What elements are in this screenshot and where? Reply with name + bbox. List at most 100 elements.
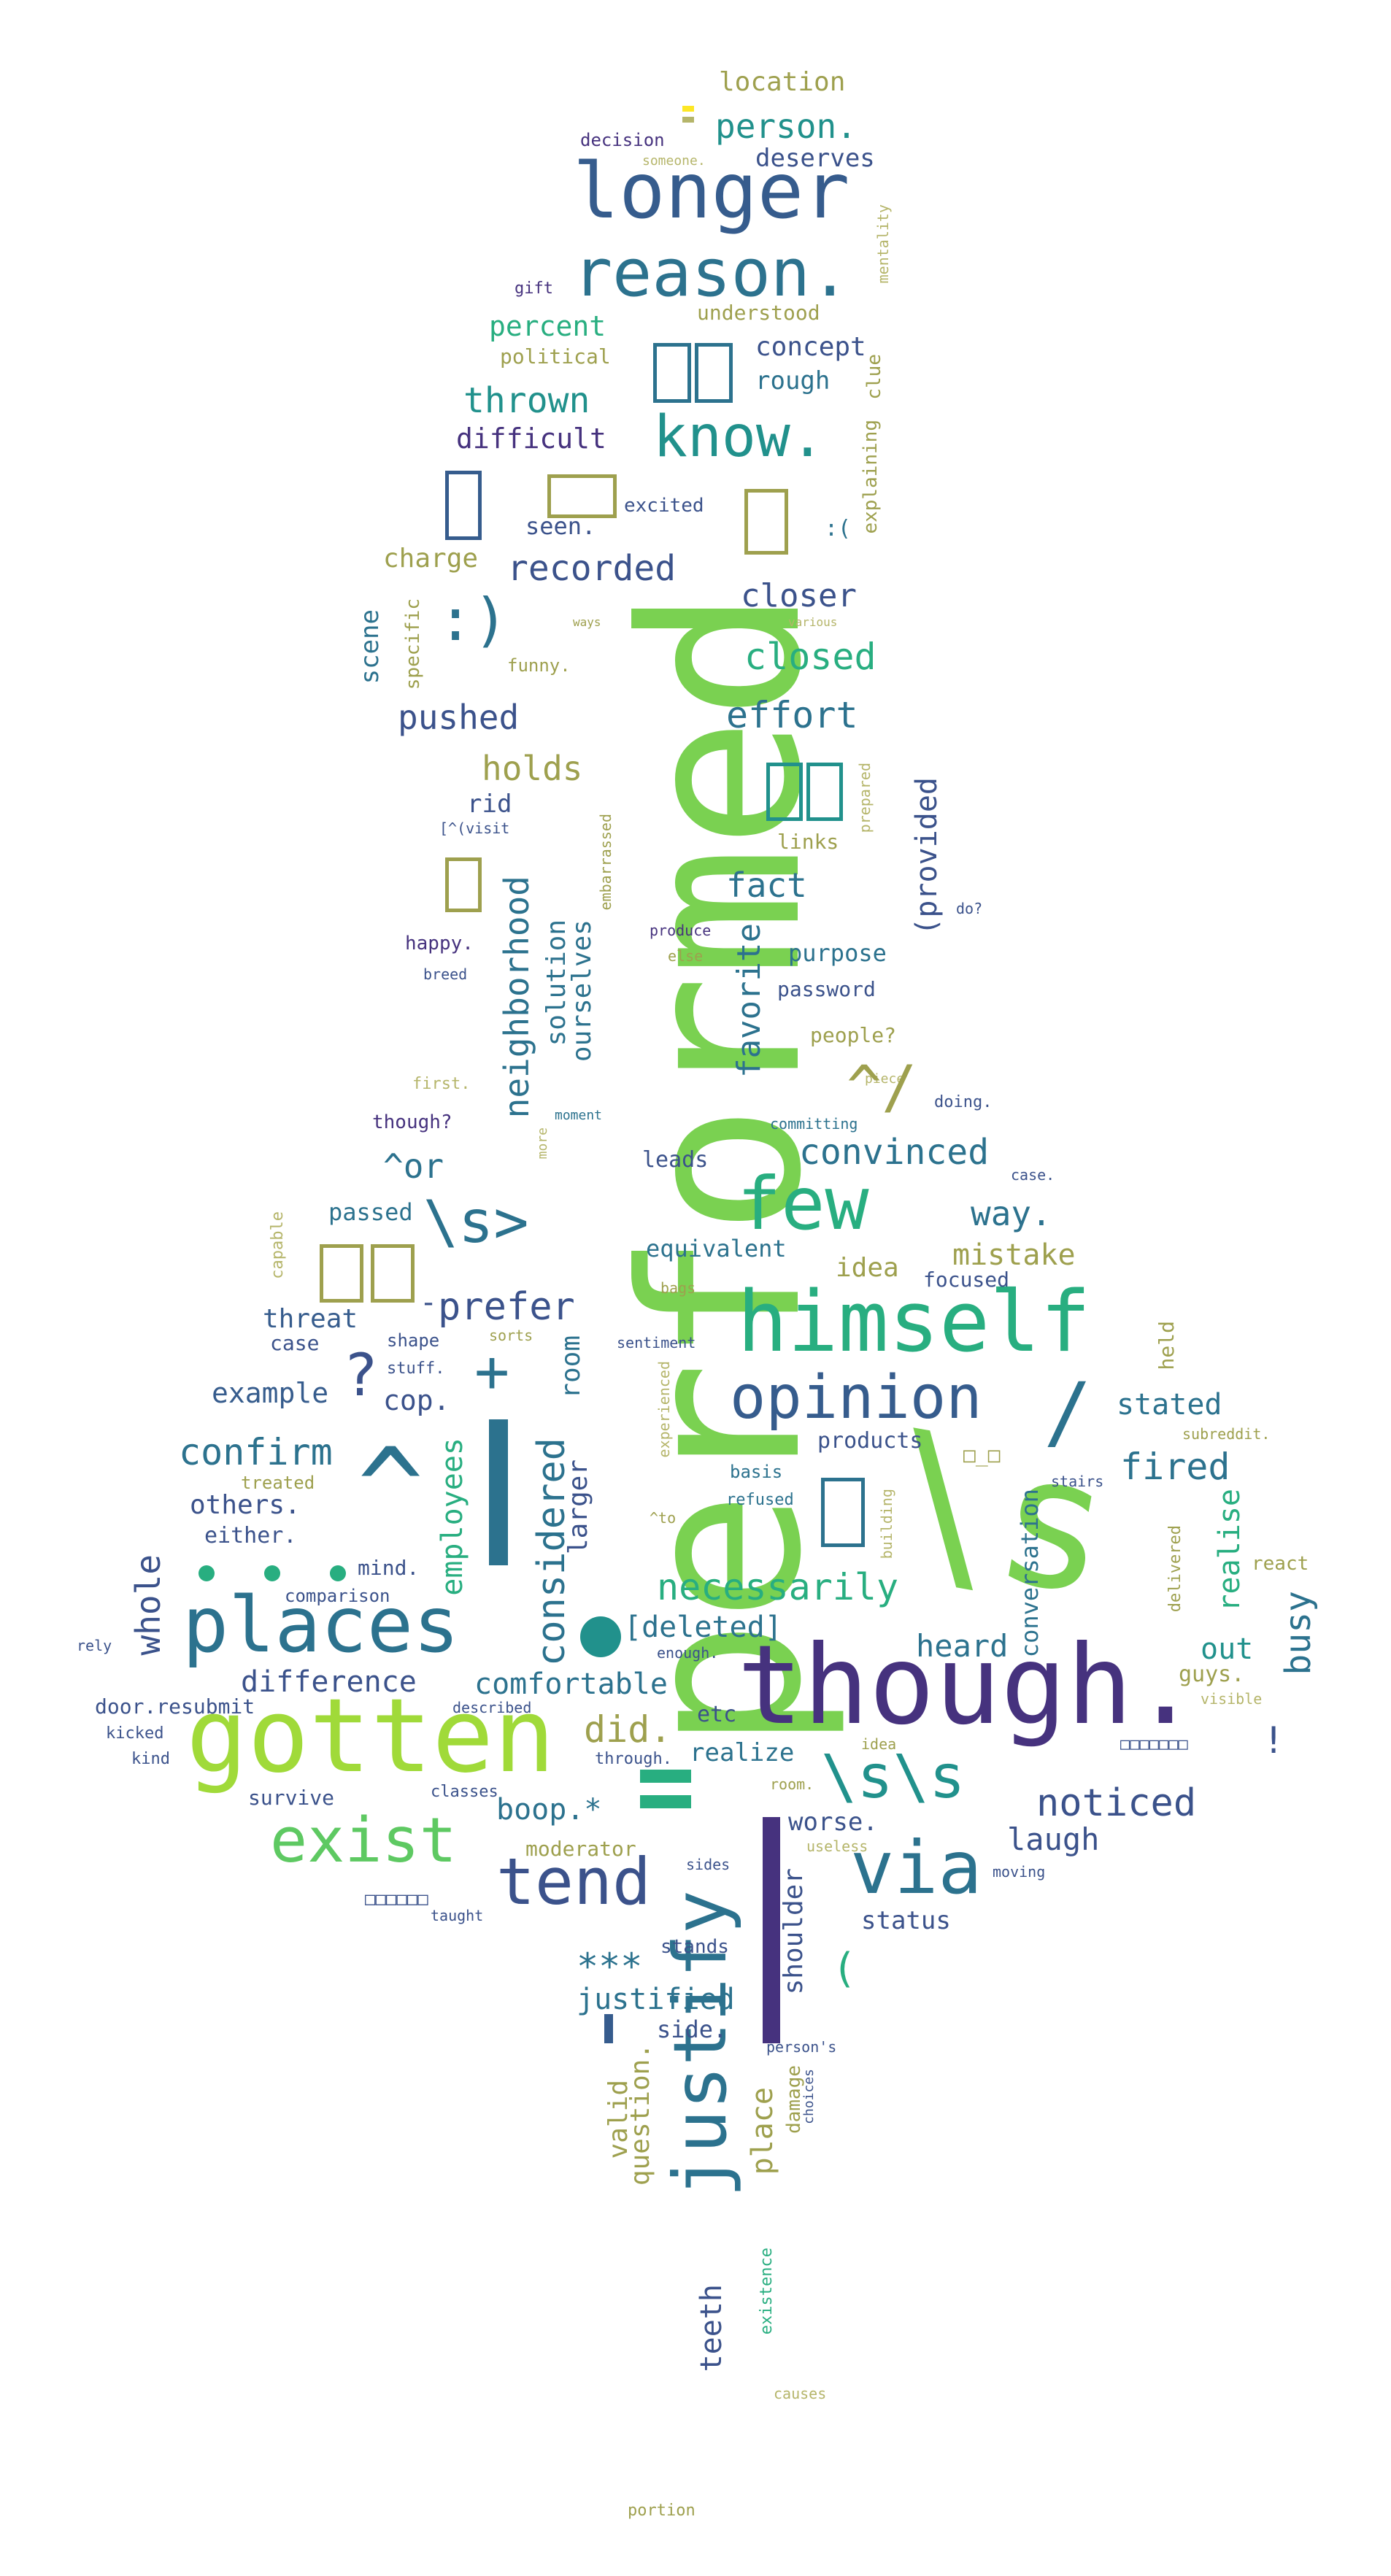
word-mistake: mistake bbox=[952, 1238, 1076, 1272]
bar-top-1 bbox=[682, 106, 694, 112]
word-way: way. bbox=[971, 1194, 1052, 1233]
word-portion: portion bbox=[628, 2502, 696, 2520]
word-rid: rid bbox=[467, 790, 512, 819]
word-room: room bbox=[556, 1335, 586, 1399]
word-know: know. bbox=[653, 404, 825, 470]
word-moderator: moderator bbox=[525, 1837, 636, 1861]
word-causes: causes bbox=[774, 2385, 827, 2402]
word-conversation: conversation bbox=[1016, 1489, 1044, 1658]
word-focused: focused bbox=[923, 1268, 1010, 1292]
word-scene: scene bbox=[355, 609, 385, 685]
glyph-box-5 bbox=[744, 489, 788, 555]
word-idea: idea bbox=[836, 1253, 899, 1283]
glyph-box-11 bbox=[821, 1478, 865, 1547]
word-products: products bbox=[817, 1428, 923, 1454]
word-enough: enough. bbox=[657, 1644, 719, 1662]
bar-equals-1 bbox=[640, 1770, 691, 1783]
bar-pipe-2 bbox=[763, 1817, 780, 2043]
word-purpose: purpose bbox=[788, 939, 887, 967]
word-experienced: experienced bbox=[655, 1361, 673, 1458]
word-paren: ( bbox=[832, 1945, 857, 1992]
word-teeth: teeth bbox=[695, 2284, 728, 2372]
glyph-box-10 bbox=[371, 1244, 415, 1303]
word-underscore-face: □_□ bbox=[963, 1443, 1001, 1467]
word-visible: visible bbox=[1201, 1690, 1263, 1708]
word-doing: doing. bbox=[934, 1093, 993, 1111]
word-effort: effort bbox=[726, 694, 858, 736]
word-smile: :) bbox=[438, 586, 509, 654]
word-comparison: comparison bbox=[285, 1586, 390, 1606]
word-else: else bbox=[668, 947, 704, 965]
word-survive: survive bbox=[248, 1786, 335, 1810]
word-door-resubmit: door.resubmit bbox=[95, 1694, 255, 1719]
word-qmark: ? bbox=[343, 1341, 379, 1409]
bar-pipe-small bbox=[604, 2014, 613, 2043]
word-produce: produce bbox=[650, 922, 712, 939]
word-though-q: though? bbox=[372, 1111, 452, 1133]
word-building: building bbox=[878, 1489, 895, 1559]
word-clue: clue bbox=[863, 354, 885, 400]
word-s-mid: \s> bbox=[423, 1188, 529, 1256]
word-passed: passed bbox=[328, 1198, 413, 1226]
word-gotten: gotten bbox=[186, 1677, 555, 1796]
word-committing: committing bbox=[770, 1115, 858, 1133]
word-first: first. bbox=[412, 1075, 471, 1093]
bar-pipe-1 bbox=[489, 1419, 508, 1565]
word-various: various bbox=[788, 615, 838, 629]
word-embarrassed: embarrassed bbox=[597, 814, 614, 911]
word-idea2: idea bbox=[861, 1735, 897, 1753]
glyph-box-9 bbox=[320, 1244, 363, 1303]
word-or: ^or bbox=[383, 1146, 444, 1186]
word-provided: (provided bbox=[910, 777, 944, 936]
word-ss: \s\s bbox=[821, 1743, 966, 1812]
word-either: either. bbox=[204, 1523, 297, 1549]
bar-top-2 bbox=[682, 117, 694, 123]
word-described: described bbox=[452, 1699, 532, 1716]
word-justified: justified bbox=[577, 1983, 735, 2016]
word-react: react bbox=[1252, 1553, 1309, 1575]
word-realize: realize bbox=[690, 1738, 795, 1767]
word-exist: exist bbox=[270, 1805, 457, 1877]
word-gift: gift bbox=[515, 279, 553, 298]
word-stated: stated bbox=[1117, 1388, 1222, 1422]
word-question: question. bbox=[625, 2043, 655, 2186]
word-prefer: prefer bbox=[438, 1285, 575, 1329]
word-shape: shape bbox=[387, 1330, 440, 1351]
word-subreddit: subreddit. bbox=[1182, 1425, 1271, 1443]
word-etc: etc bbox=[697, 1702, 737, 1727]
dot-1 bbox=[199, 1565, 215, 1581]
word-breed: breed bbox=[423, 965, 468, 983]
word-bags: bags bbox=[660, 1279, 696, 1297]
word-sentiment: sentiment bbox=[617, 1334, 696, 1351]
word-understood: understood bbox=[697, 301, 820, 325]
word-dash-dot: - bbox=[420, 1286, 438, 1319]
word-heard: heard bbox=[916, 1628, 1009, 1664]
word-to: ^to bbox=[650, 1509, 677, 1527]
word-status: status bbox=[861, 1906, 951, 1935]
word-case: case bbox=[270, 1331, 320, 1355]
word-deleted: [deleted] bbox=[624, 1611, 782, 1644]
word-concept: concept bbox=[755, 332, 866, 362]
word-sorts: sorts bbox=[489, 1327, 533, 1344]
word-leads: leads bbox=[642, 1147, 709, 1173]
word-stuff: stuff. bbox=[387, 1360, 445, 1378]
word-places: places bbox=[182, 1581, 460, 1670]
word-taught: taught bbox=[431, 1907, 484, 1924]
bar-equals-2 bbox=[640, 1795, 691, 1808]
word-person: person. bbox=[715, 107, 857, 146]
word-difference: difference bbox=[241, 1665, 417, 1699]
word-whole: whole bbox=[128, 1554, 168, 1656]
word-prepared: prepared bbox=[856, 763, 874, 833]
word-recorded: recorded bbox=[507, 548, 677, 589]
word-political: political bbox=[500, 344, 611, 369]
word-ourselves: ourselves bbox=[567, 919, 597, 1063]
word-people: people? bbox=[810, 1023, 897, 1047]
word-kind: kind bbox=[131, 1750, 170, 1768]
word-plus: + bbox=[474, 1338, 510, 1405]
word-though: though. bbox=[737, 1622, 1199, 1749]
word-solution: solution bbox=[542, 919, 571, 1046]
word-closed: closed bbox=[744, 636, 876, 678]
word-explaining: explaining bbox=[860, 420, 882, 534]
word-deserves: deserves bbox=[755, 144, 875, 173]
